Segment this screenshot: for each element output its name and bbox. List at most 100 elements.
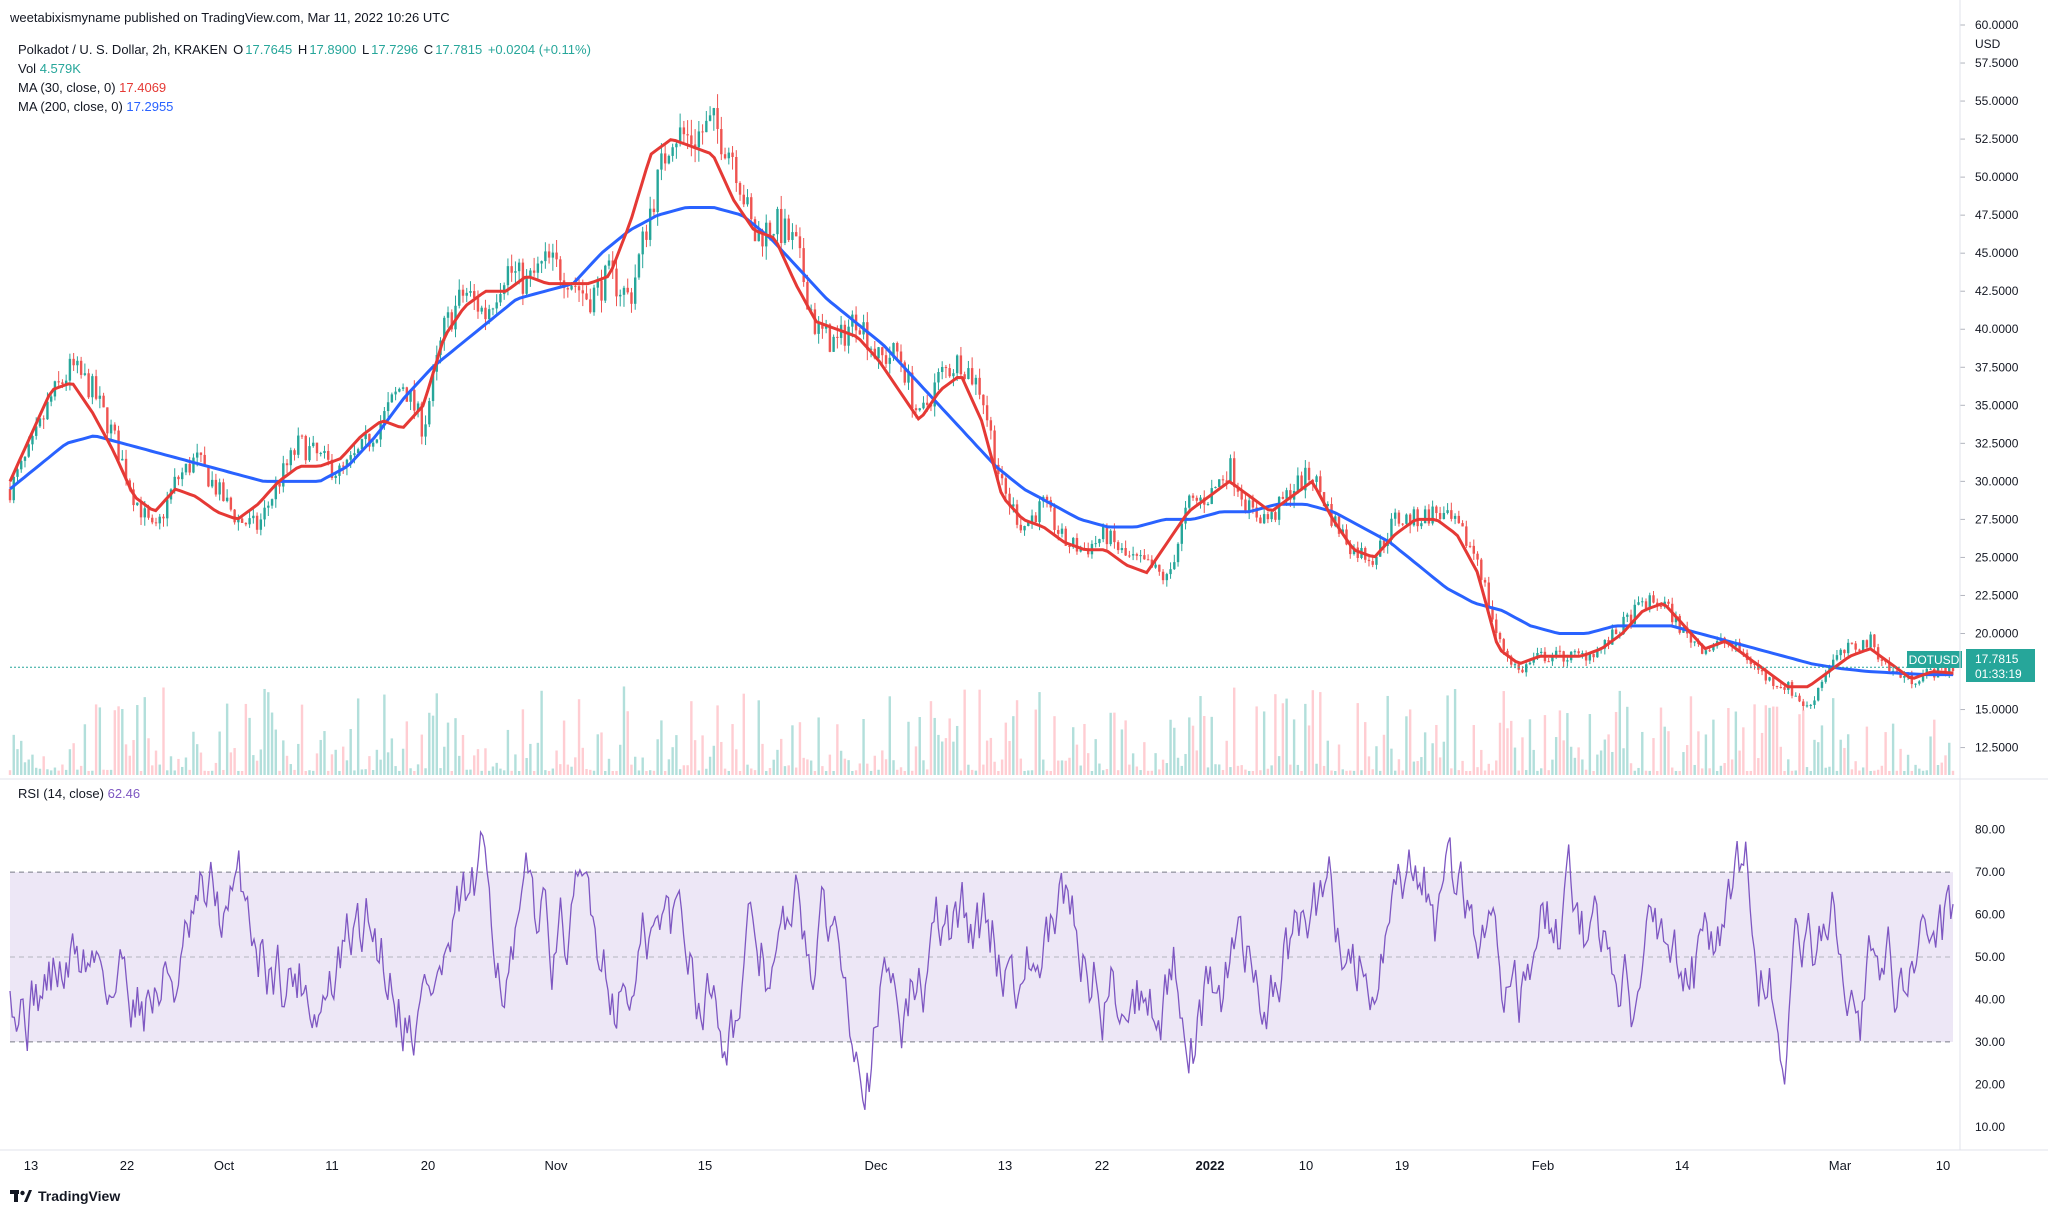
candle-body: [46, 401, 49, 420]
candle-body: [697, 131, 701, 148]
price-axis[interactable]: 12.5000 15.0000 20.0000 22.5000 25.0000 27.50…: [1960, 18, 2019, 755]
volume-bar: [832, 770, 835, 775]
volume-bar: [1936, 764, 1940, 775]
time-tick-label: 22: [120, 1158, 134, 1173]
volume-bar: [1255, 706, 1258, 775]
candle-body: [1779, 686, 1782, 688]
volume-bar: [49, 770, 53, 775]
candle-body: [151, 517, 154, 523]
volume-bar: [708, 756, 712, 775]
volume-bar: [731, 724, 734, 775]
candle-body: [738, 183, 742, 195]
volume-bar: [274, 729, 278, 775]
price-tick-label: 32.5000: [1975, 436, 2019, 450]
volume-bar: [1891, 723, 1895, 775]
candle-body: [660, 153, 663, 170]
volume-bar: [510, 770, 513, 775]
volume-bar: [1738, 750, 1741, 775]
rsi-legend[interactable]: RSI (14, close) 62.46: [18, 786, 140, 801]
volume-bar: [364, 769, 367, 775]
volume-bar: [1015, 700, 1019, 775]
candle-body: [473, 291, 476, 299]
volume-bar: [907, 721, 910, 775]
volume-bar: [577, 699, 581, 775]
candle-body: [517, 262, 521, 272]
candle-body: [1393, 512, 1397, 519]
volume-bar: [1356, 703, 1359, 775]
volume-bar: [1382, 734, 1386, 775]
time-axis[interactable]: 13 22 Oct 11 20 Nov 15 Dec 13 22 2022 10 19 Feb 14 Mar 1…: [24, 1158, 1950, 1173]
legend-volume-row[interactable]: Vol 4.579K: [18, 59, 593, 78]
publish-header: weetabixismyname published on TradingVie…: [10, 10, 450, 25]
volume-bar: [1030, 770, 1034, 775]
candle-body: [783, 218, 787, 244]
candle-body: [720, 128, 723, 155]
volume-bar: [1498, 722, 1502, 775]
volume-bar: [263, 688, 266, 775]
candle-body: [622, 287, 626, 295]
candle-body: [1824, 672, 1827, 682]
candle-body: [61, 382, 64, 385]
low-value: 17.7296: [371, 42, 419, 57]
volume-bar: [1742, 727, 1745, 775]
legend-ma200-row[interactable]: MA (200, close, 0) 17.2955: [18, 97, 593, 116]
candle-body: [1895, 670, 1899, 672]
volume-bar: [562, 720, 566, 775]
rsi-value: 62.46: [107, 786, 141, 801]
rsi-label: RSI (14, close): [18, 786, 104, 801]
price-tick-label: 42.5000: [1975, 284, 2019, 298]
candle-body: [1349, 544, 1352, 555]
candle-body: [1480, 559, 1483, 580]
volume-bar: [634, 756, 637, 775]
volume-bars: [8, 686, 1955, 775]
volume-bar: [1360, 770, 1363, 775]
volume-bar: [1813, 739, 1816, 775]
candle-body: [1738, 642, 1741, 653]
candle-body: [1289, 490, 1292, 500]
candle-body: [596, 280, 599, 288]
tradingview-logo[interactable]: TradingView: [10, 1188, 120, 1204]
candle-body: [1195, 497, 1198, 501]
volume-bar: [1128, 764, 1131, 775]
time-tick-label: 13: [998, 1158, 1012, 1173]
volume-bar: [1072, 727, 1075, 775]
candle-body: [735, 156, 738, 184]
volume-bar: [967, 764, 970, 775]
symbol-title[interactable]: Polkadot / U. S. Dollar, 2h, KRAKEN: [18, 42, 228, 57]
candle-body: [1135, 554, 1139, 556]
candle-body: [1315, 476, 1318, 482]
rsi-axis[interactable]: 10.00 20.00 30.00 40.00 50.00 60.00 70.00 80.00: [1975, 823, 2005, 1134]
volume-bar: [1644, 770, 1648, 775]
volume-bar: [1154, 753, 1157, 775]
candle-body: [1229, 458, 1232, 482]
volume-bar: [42, 756, 45, 775]
candle-body: [1704, 650, 1708, 654]
candle-body: [1614, 629, 1618, 635]
candle-body: [708, 115, 712, 121]
candle-body: [1888, 661, 1891, 672]
volume-bar: [974, 770, 978, 775]
volume-bar: [686, 765, 689, 775]
volume-bar: [1259, 770, 1262, 775]
candle-body: [1457, 515, 1461, 524]
volume-bar: [1131, 753, 1135, 775]
volume-bar: [1506, 728, 1509, 775]
volume-bar: [1794, 770, 1797, 775]
candle-body: [267, 505, 270, 508]
candle-body: [940, 366, 944, 373]
candle-body: [83, 373, 87, 375]
candle-body: [791, 232, 794, 240]
candle-body: [1008, 493, 1011, 507]
candle-body: [1805, 705, 1809, 707]
candle-body: [222, 482, 225, 502]
candle-body: [1270, 512, 1273, 520]
candle-body: [20, 460, 23, 470]
candle-body: [1371, 561, 1374, 565]
volume-bar: [555, 750, 558, 775]
volume-bar: [1057, 760, 1060, 775]
volume-bar: [802, 757, 805, 775]
volume-bar: [502, 770, 506, 775]
candle-body: [1161, 571, 1165, 581]
legend-ma30-row[interactable]: MA (30, close, 0) 17.4069: [18, 78, 593, 97]
